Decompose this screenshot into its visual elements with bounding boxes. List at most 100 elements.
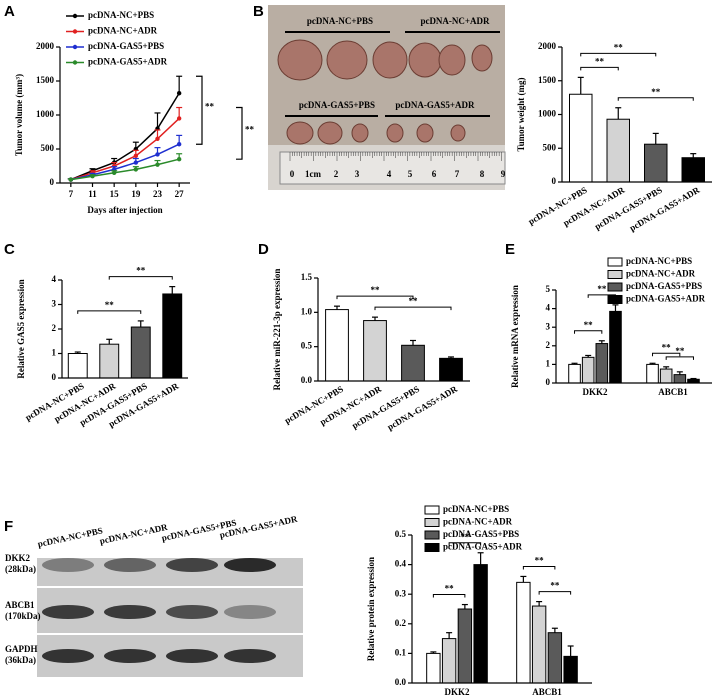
x-axis-label: Days after injection xyxy=(87,205,162,215)
bar xyxy=(162,293,183,379)
band xyxy=(224,558,276,572)
bar xyxy=(659,368,673,384)
panel-letter: C xyxy=(4,241,15,258)
point xyxy=(133,167,139,172)
error-bar xyxy=(461,603,468,609)
bar xyxy=(401,344,425,382)
y-tick-label: 1000 xyxy=(36,109,55,119)
significance-bracket xyxy=(580,52,657,57)
band xyxy=(166,649,218,663)
significance-label: ** xyxy=(584,320,594,330)
row-label: DKK2 xyxy=(5,553,31,563)
significance-label: ** xyxy=(245,124,255,134)
significance-bracket xyxy=(574,330,603,334)
bar xyxy=(681,157,705,183)
error-bar xyxy=(652,132,659,145)
bar xyxy=(441,638,457,684)
legend-label: pcDNA-GAS5+ADR xyxy=(88,57,168,67)
lane-label: pcDNA-NC+ADR xyxy=(99,522,169,546)
y-tick-label: 0 xyxy=(52,372,57,382)
legend-label: pcDNA-NC+ADR xyxy=(443,517,513,527)
tumor xyxy=(317,121,343,145)
tumor xyxy=(416,123,434,143)
error-bar xyxy=(690,153,697,158)
error-bar xyxy=(536,600,543,607)
significance-label: ** xyxy=(535,556,545,566)
legend-label: pcDNA-GAS5+PBS xyxy=(443,529,519,539)
significance-bracket xyxy=(587,294,616,298)
significance-bracket xyxy=(108,276,173,280)
legend-marker xyxy=(72,13,78,19)
band xyxy=(104,605,156,619)
point xyxy=(133,160,139,165)
bar xyxy=(439,357,463,382)
point xyxy=(90,174,95,179)
significance-label: ** xyxy=(614,42,624,52)
bar xyxy=(568,363,581,384)
ruler-label: 1cm xyxy=(305,169,321,179)
y-tick-label: 500 xyxy=(543,142,557,152)
legend-label: pcDNA-NC+ADR xyxy=(88,26,158,36)
significance-bracket xyxy=(374,306,452,311)
legend-label: pcDNA-GAS5+ADR xyxy=(626,294,706,304)
y-tick-label: 0 xyxy=(546,377,551,387)
error-bar xyxy=(551,627,558,633)
error-bar xyxy=(334,305,340,310)
tumor xyxy=(386,123,404,143)
legend-label: pcDNA-NC+PBS xyxy=(626,256,692,266)
y-axis-label: Tumor weight (mg) xyxy=(516,77,526,151)
bar xyxy=(363,320,387,382)
bar xyxy=(426,652,441,684)
ruler-label: 0 xyxy=(290,169,295,179)
x-tick-label: 11 xyxy=(88,189,97,199)
legend-swatch xyxy=(607,257,623,267)
x-tick-label: 7 xyxy=(69,189,74,199)
bar xyxy=(547,632,563,684)
row-size: (170kDa) xyxy=(5,611,41,621)
band xyxy=(42,558,94,572)
significance-label: ** xyxy=(445,584,455,594)
lane-label: pcDNA-NC+PBS xyxy=(37,525,104,549)
error-bar xyxy=(372,316,378,321)
y-tick-label: 1500 xyxy=(538,75,557,85)
error-bar xyxy=(446,632,453,639)
bar xyxy=(67,353,88,379)
significance-label: ** xyxy=(205,101,215,111)
error-bar xyxy=(106,338,113,345)
significance-label: ** xyxy=(371,285,381,295)
y-tick-label: 1 xyxy=(52,348,57,358)
series-line xyxy=(70,92,180,181)
y-tick-label: 0.0 xyxy=(301,375,313,385)
y-tick-label: 1 xyxy=(546,358,551,368)
significance-label: ** xyxy=(675,346,685,356)
legend-marker xyxy=(72,60,78,65)
significance-label: ** xyxy=(595,56,605,66)
point xyxy=(155,136,160,141)
x-tick-label: 19 xyxy=(131,189,141,199)
significance-bracket xyxy=(432,594,466,598)
x-tick-label: ABCB1 xyxy=(658,387,688,397)
error-bar xyxy=(567,645,574,657)
significance-label: ** xyxy=(409,296,419,306)
photo-label: pcDNA-NC+ADR xyxy=(420,16,490,26)
y-tick-label: 1.5 xyxy=(301,272,313,282)
error-bar xyxy=(137,320,144,328)
error-bar xyxy=(520,575,527,583)
significance-bracket xyxy=(77,310,142,314)
x-tick-label: pcDNA-GAS5+ADR xyxy=(385,384,459,432)
bar xyxy=(516,581,531,684)
tumor xyxy=(471,44,493,72)
ruler-label: 7 xyxy=(455,169,460,179)
band xyxy=(224,649,276,663)
legend-swatch xyxy=(424,543,440,552)
row-size: (36kDa) xyxy=(5,655,36,665)
y-axis-label: Relative GAS5 expression xyxy=(16,279,26,378)
ruler-label: 3 xyxy=(355,169,360,179)
ruler-label: 6 xyxy=(432,169,437,179)
significance-bracket xyxy=(580,66,619,71)
significance-bracket xyxy=(665,356,694,360)
significance-bracket xyxy=(448,542,482,546)
tumor xyxy=(450,124,466,142)
y-tick-label: 0.3 xyxy=(395,588,407,598)
